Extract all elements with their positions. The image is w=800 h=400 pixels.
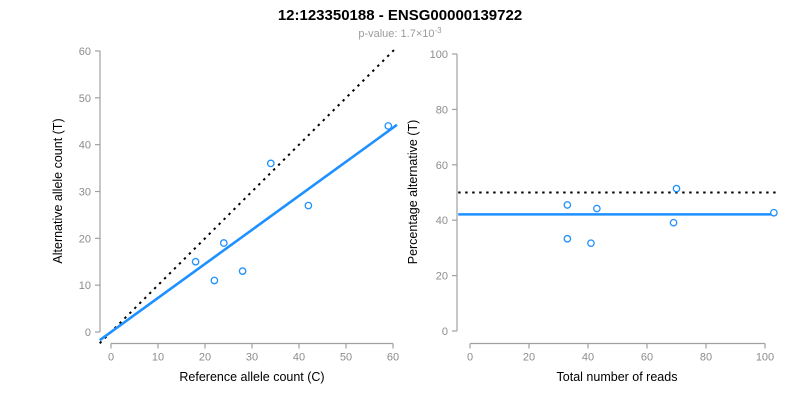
y-axis-title: Alternative allele count (T) (51, 118, 65, 263)
y-tick-label: 60 (436, 160, 448, 172)
y-tick-label: 50 (79, 93, 91, 105)
y-tick-label: 40 (436, 215, 448, 227)
y-axis-title: Percentage alternative (T) (406, 120, 420, 265)
data-point (672, 184, 681, 193)
x-tick-label: 80 (700, 352, 712, 364)
data-point (219, 239, 228, 247)
data-point (304, 201, 313, 210)
pvalue-mantissa: 1.7 (400, 28, 416, 40)
y-tick-label: 20 (436, 271, 448, 283)
data-point (669, 218, 678, 227)
x-axis-title: Total number of reads (557, 370, 678, 384)
y-tick-label: 40 (79, 140, 91, 152)
x-tick-label: 10 (152, 352, 164, 364)
identity-line (99, 46, 398, 344)
data-point (769, 208, 778, 217)
data-point (563, 234, 572, 243)
y-tick-label: 80 (436, 104, 448, 116)
x-tick-label: 0 (108, 352, 114, 364)
y-tick-label: 10 (79, 280, 91, 292)
data-point (587, 239, 595, 248)
figure-subtitle: p-value: 1.7×10-3 (0, 26, 800, 40)
x-tick-label: 50 (340, 352, 352, 364)
x-tick-label: 30 (246, 352, 258, 364)
data-point (210, 276, 219, 285)
plot-reads-vs-percentage: 0 20 40 60 80 100 0 20 40 60 80 100 Total number of … (406, 49, 778, 384)
data-point (592, 204, 601, 213)
y-tick-label: 0 (442, 326, 448, 338)
pvalue-label: p-value: (358, 28, 398, 40)
x-tick-label: 60 (387, 352, 399, 364)
figure-title: 12:123350188 - ENSG00000139722 (277, 7, 523, 24)
plot-ref-vs-alt: 0 10 20 30 40 50 60 0 10 20 30 40 50 60 Reference alle… (51, 46, 399, 384)
data-point (266, 159, 275, 168)
y-tick-label: 60 (79, 46, 91, 58)
pvalue-times: ×10 (415, 28, 435, 40)
y-tick-label: 100 (430, 49, 448, 61)
fit-line (98, 123, 398, 342)
y-tick-label: 0 (85, 327, 91, 339)
x-tick-label: 40 (293, 352, 305, 364)
x-tick-label: 100 (756, 352, 774, 364)
y-tick-label: 30 (79, 187, 91, 199)
x-tick-label: 20 (199, 352, 211, 364)
data-point (191, 257, 200, 266)
data-point (563, 201, 572, 209)
x-tick-label: 0 (467, 352, 473, 364)
y-tick-label: 20 (79, 233, 91, 245)
x-tick-label: 40 (582, 352, 594, 364)
data-point (238, 267, 247, 275)
pvalue-exponent: -3 (434, 26, 442, 35)
data-point (384, 122, 393, 130)
x-tick-label: 60 (641, 352, 653, 364)
x-axis-title: Reference allele count (C) (179, 370, 324, 384)
x-tick-label: 20 (523, 352, 535, 364)
